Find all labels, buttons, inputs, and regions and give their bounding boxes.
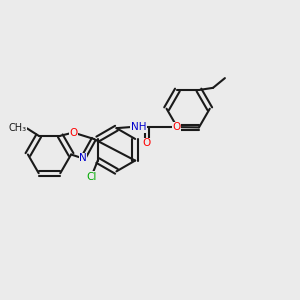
Text: N: N (79, 153, 87, 164)
Text: O: O (142, 138, 151, 148)
Text: CH₃: CH₃ (9, 123, 27, 133)
Text: O: O (69, 128, 77, 138)
Text: NH: NH (130, 122, 146, 132)
Text: O: O (172, 122, 180, 132)
Text: Cl: Cl (86, 172, 97, 182)
